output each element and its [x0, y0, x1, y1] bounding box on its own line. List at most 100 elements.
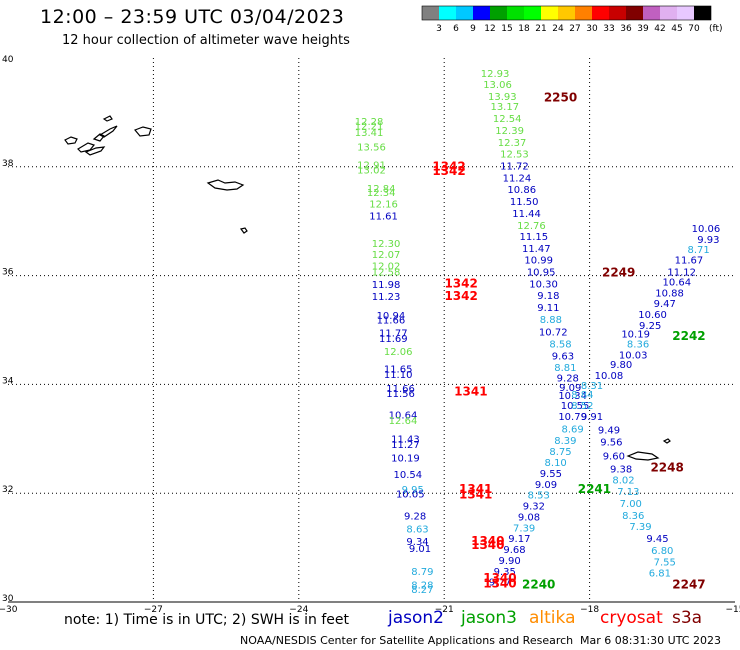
latitude-tick-label: 34 [2, 376, 14, 386]
longitude-tick-label: −18 [580, 605, 599, 615]
colorbar-swatch [643, 6, 660, 20]
generation-timestamp: Mar 6 08:31:30 UTC 2023 [580, 634, 721, 647]
wave-height-value: 9.95 [402, 485, 424, 496]
wave-height-value: 9.28 [404, 511, 426, 522]
wave-height-value: 6.81 [649, 568, 671, 579]
pass-time-label: 1342 [432, 160, 465, 174]
wave-height-value: 10.99 [524, 256, 553, 267]
pass-time-label: 1342 [444, 277, 477, 291]
colorbar-swatch [524, 6, 541, 20]
wave-height-value: 9.56 [600, 437, 622, 448]
wave-height-value: 7.39 [629, 522, 651, 533]
island-outline [64, 136, 78, 145]
wave-height-value: 9.25 [639, 321, 661, 332]
island-outline [84, 146, 106, 156]
island-outline [626, 451, 660, 461]
wave-height-value: 11.23 [372, 292, 401, 303]
colorbar-swatch [694, 6, 711, 20]
wave-height-value: 11.66 [377, 315, 406, 326]
colorbar-frame [421, 5, 712, 21]
pass-time-label: 1342 [444, 289, 477, 303]
colorbar-tick-label: 21 [535, 24, 546, 34]
wave-height-value: 12.37 [498, 138, 527, 149]
pass-time-label: 1342 [432, 164, 465, 178]
wave-height-value: 10.64 [389, 411, 418, 422]
colorbar-unit: (ft) [709, 24, 723, 34]
longitude-tick-label: −24 [289, 605, 308, 615]
colorbar-tick-label: 6 [453, 24, 459, 34]
wave-height-value: 10.06 [692, 224, 721, 235]
wave-height-value: 8.02 [612, 475, 634, 486]
wave-height-value: 9.60 [603, 451, 625, 462]
wave-height-value: 10.19 [391, 454, 420, 465]
footnote: note: 1) Time is in UTC; 2) SWH is in fe… [64, 612, 350, 628]
wave-height-value: 8.28 [411, 580, 433, 591]
wave-height-value: 10.19 [621, 330, 650, 341]
wave-height-value: 12.53 [500, 150, 529, 161]
wave-height-value: 12.07 [372, 250, 401, 261]
color-scale-legend: 3 6 9 12 15 18 21 24 27 30 33 36 39 42 45 70 (ft) [421, 5, 723, 34]
wave-height-value: 12.30 [372, 239, 401, 250]
colorbar-swatch [677, 6, 694, 20]
colorbar-tick-label: 30 [586, 24, 598, 34]
wave-height-value: 10.95 [527, 268, 556, 279]
pass-time-label: 2250 [544, 91, 577, 105]
wave-height-value: 13.93 [488, 92, 517, 103]
island-outline [98, 125, 118, 138]
wave-height-value: 11.27 [391, 440, 420, 451]
pass-time-label: 1341 [459, 482, 492, 496]
colorbar-swatch [422, 6, 439, 20]
wave-height-value: 12.54 [493, 114, 522, 125]
island-outline [206, 179, 245, 191]
colorbar-tick-label: 15 [501, 24, 512, 34]
legend-altika: altika [529, 608, 576, 628]
wave-height-value: 10.86 [507, 185, 536, 196]
wave-height-value: 8.81 [554, 363, 576, 374]
wave-height-value: 11.56 [386, 389, 415, 400]
colorbar-tick-label: 18 [518, 24, 530, 34]
wave-height-value: 9.35 [494, 567, 516, 578]
colorbar-tick-label: 3 [436, 24, 442, 34]
wave-height-value: 11.44 [512, 209, 541, 220]
wave-height-value: 9.77 [489, 578, 511, 589]
legend-cryosat: cryosat [600, 608, 663, 628]
wave-height-value: 8.84 [571, 390, 593, 401]
wave-height-value: 12.93 [481, 69, 510, 80]
colorbar-swatch [626, 6, 643, 20]
wave-height-value: 12.58 [372, 268, 401, 279]
wave-height-value: 13.02 [357, 165, 386, 176]
wave-height-value: 11.69 [379, 334, 408, 345]
colorbar-tick-label: 39 [637, 24, 649, 34]
wave-height-value: 9.55 [540, 469, 562, 480]
wave-height-value: 12.06 [384, 347, 413, 358]
wave-height-value: 8.75 [549, 447, 571, 458]
wave-height-value: 13.56 [357, 142, 386, 153]
wave-height-value: 8.71 [688, 245, 710, 256]
latitude-tick-label: 30 [2, 594, 14, 604]
wave-height-value: 10.55 [561, 401, 590, 412]
pass-time-label: 2241 [578, 482, 611, 496]
wave-height-value: 11.72 [500, 162, 529, 173]
island-outline [662, 438, 671, 444]
wave-height-value: 12.21 [355, 121, 384, 132]
pass-time-label: 1341 [459, 488, 492, 502]
colorbar-swatch [507, 6, 524, 20]
wave-height-value: 7.00 [620, 499, 642, 510]
wave-height-labels: 12.9313.0613.9313.1712.5412.3912.3712.53… [355, 69, 720, 596]
wave-height-value: 10.64 [663, 277, 692, 288]
wave-height-value: 11.43 [391, 435, 420, 446]
wave-height-value: 8.36 [627, 339, 649, 350]
map-grid: −30 −27 −24 −21 −18 −15 40 38 36 34 32 30 [0, 55, 740, 615]
wave-height-value: 10.79 [558, 412, 587, 423]
wave-height-value: 9.90 [498, 556, 520, 567]
wave-height-value: 13.06 [483, 80, 512, 91]
wave-height-value: 9.28 [557, 374, 579, 385]
wave-height-value: 11.12 [667, 268, 696, 279]
island-outline [102, 115, 113, 122]
wave-height-value: 8.79 [411, 567, 433, 578]
longitude-tick-label: −30 [0, 605, 18, 615]
longitude-tick-label: −27 [144, 605, 163, 615]
wave-height-value: 12.84 [367, 184, 396, 195]
wave-height-value: 11.15 [520, 232, 549, 243]
